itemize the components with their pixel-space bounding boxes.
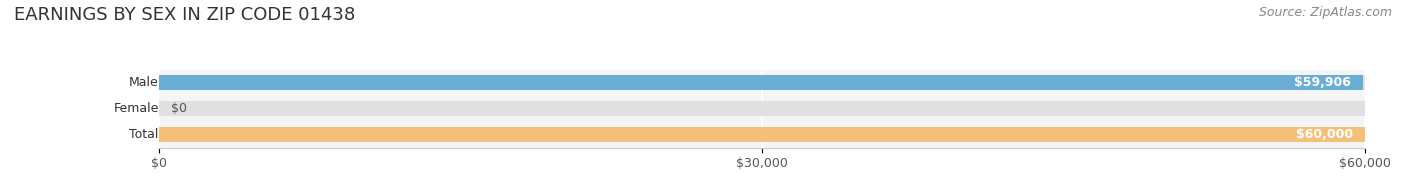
Text: Total: Total [129,128,159,141]
Text: Female: Female [114,102,159,115]
Bar [159,127,1365,142]
Text: $0: $0 [172,102,187,115]
Text: Male: Male [129,76,159,89]
Bar [159,127,1365,142]
Text: EARNINGS BY SEX IN ZIP CODE 01438: EARNINGS BY SEX IN ZIP CODE 01438 [14,6,356,24]
Bar [159,75,1364,90]
Text: Source: ZipAtlas.com: Source: ZipAtlas.com [1258,6,1392,19]
Bar [159,75,1365,90]
Text: $60,000: $60,000 [1296,128,1353,141]
Bar [159,101,1365,116]
Text: $59,906: $59,906 [1295,76,1351,89]
